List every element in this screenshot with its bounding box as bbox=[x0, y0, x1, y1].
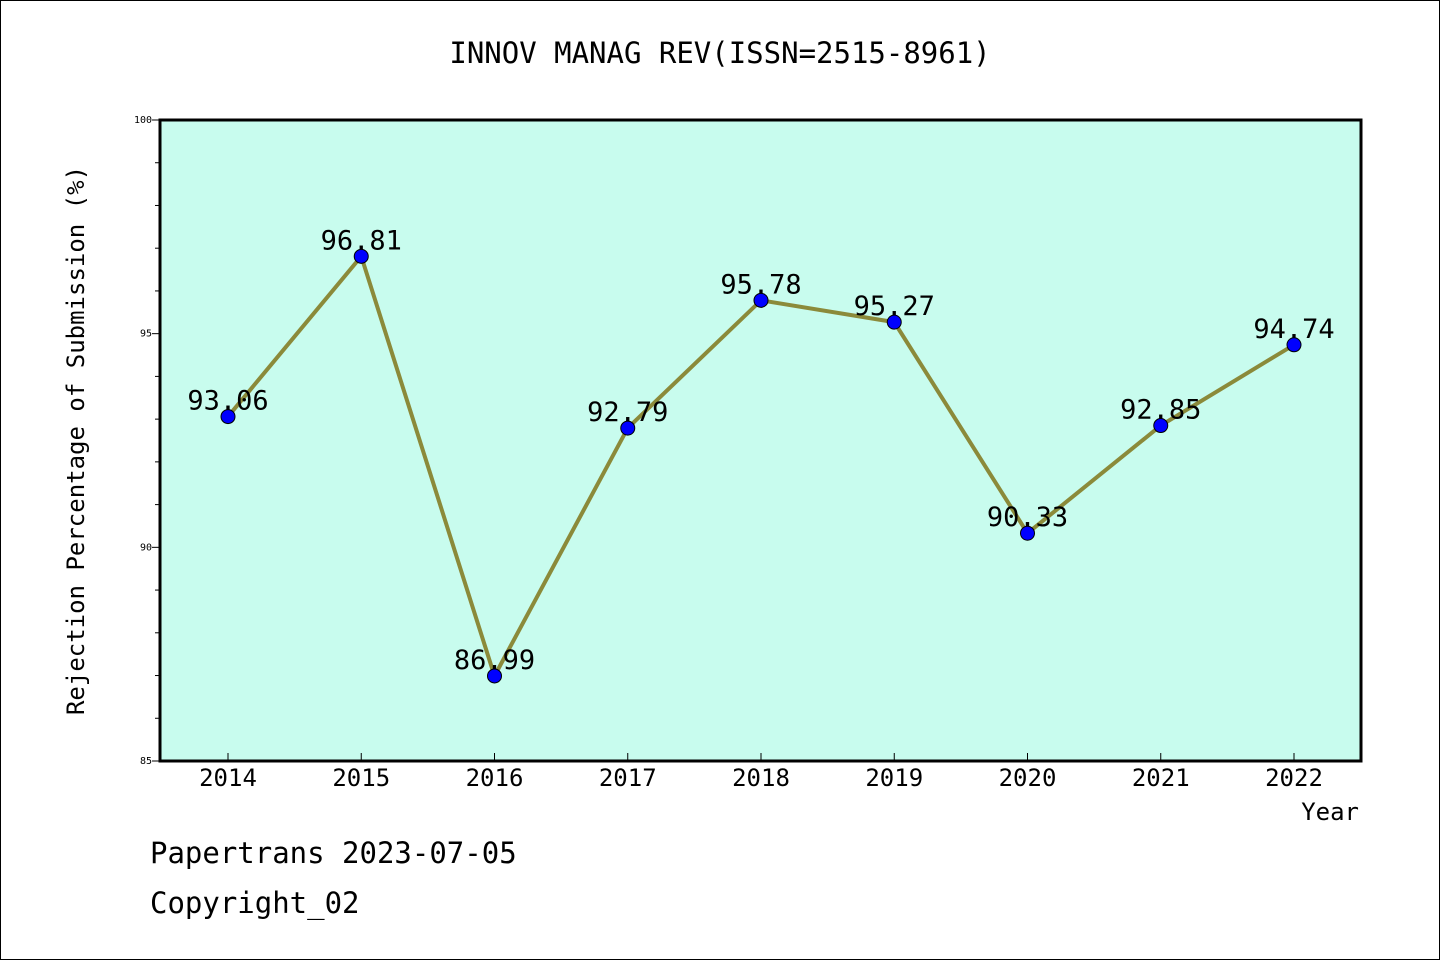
data-point-2016 bbox=[487, 668, 502, 684]
x-tick-label: 2019 bbox=[865, 764, 923, 792]
x-tick-label: 2016 bbox=[466, 764, 524, 792]
x-axis-label: Year bbox=[1301, 798, 1359, 826]
y-tick-label: 85 bbox=[140, 756, 152, 767]
data-label-2016: 86.99 bbox=[454, 645, 535, 676]
data-label-2018: 95.78 bbox=[720, 269, 801, 300]
footer-copyright: Copyright_02 bbox=[150, 886, 360, 920]
data-label-2019: 95.27 bbox=[854, 291, 935, 322]
data-labels: 93.06 96.81 86.99 92.79 95.78 95.27 90.33 92.85… bbox=[187, 225, 1334, 676]
data-label-2014: 93.06 bbox=[187, 386, 268, 417]
x-tick-label: 2020 bbox=[999, 764, 1057, 792]
x-tick-label: 2022 bbox=[1265, 764, 1323, 792]
y-tick-label: 95 bbox=[140, 329, 152, 340]
data-point-2018 bbox=[753, 292, 769, 308]
y-tick-label: 100 bbox=[134, 115, 152, 126]
data-point-2022 bbox=[1286, 337, 1302, 353]
data-point-2015 bbox=[353, 248, 369, 264]
y-tick-label: 90 bbox=[140, 542, 152, 553]
chart-title: INNOV MANAG REV(ISSN=2515-8961) bbox=[449, 36, 991, 70]
plot-border bbox=[158, 118, 1363, 763]
x-tick-label: 2018 bbox=[732, 764, 790, 792]
plot-area bbox=[160, 120, 1361, 761]
x-tick-label: 2017 bbox=[599, 764, 657, 792]
data-point-2017 bbox=[620, 420, 636, 436]
data-label-2017: 92.79 bbox=[587, 397, 668, 428]
data-label-2022: 94.74 bbox=[1253, 314, 1334, 345]
data-point-2019 bbox=[886, 314, 902, 330]
data-point-2020 bbox=[1020, 525, 1035, 541]
y-axis-ticks: 85 90 95 100 bbox=[134, 115, 160, 767]
data-point-2021 bbox=[1153, 418, 1169, 434]
data-label-2015: 96.81 bbox=[321, 225, 402, 256]
data-label-2021: 92.85 bbox=[1120, 395, 1201, 426]
data-point-2014 bbox=[220, 409, 236, 425]
x-axis-ticks: 2014 2015 2016 2017 2018 2019 2020 2021 2022 bbox=[199, 753, 1323, 792]
x-tick-label: 2014 bbox=[199, 764, 257, 792]
series-markers bbox=[220, 248, 1302, 684]
y-axis-label: Rejection Percentage of Submission (%) bbox=[62, 166, 90, 715]
x-tick-label: 2015 bbox=[332, 764, 390, 792]
data-label-2020: 90.33 bbox=[987, 502, 1068, 533]
footer-date: Papertrans 2023-07-05 bbox=[150, 836, 517, 870]
x-tick-label: 2021 bbox=[1132, 764, 1190, 792]
